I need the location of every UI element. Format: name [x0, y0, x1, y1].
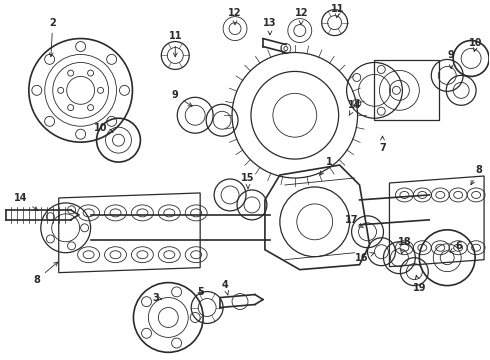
Text: 9: 9 — [448, 50, 455, 69]
Text: 6: 6 — [450, 241, 463, 252]
Text: 13: 13 — [263, 18, 277, 35]
Text: 10: 10 — [469, 37, 483, 51]
Text: 9: 9 — [172, 90, 192, 106]
Text: 17: 17 — [345, 215, 364, 228]
Text: 5: 5 — [197, 287, 203, 297]
Text: 8: 8 — [33, 262, 58, 285]
Text: 16: 16 — [355, 253, 374, 263]
Text: 11: 11 — [169, 31, 182, 57]
Text: 7: 7 — [379, 136, 386, 153]
Text: 14: 14 — [348, 100, 361, 116]
Text: 10: 10 — [94, 123, 113, 133]
Text: 4: 4 — [221, 280, 229, 295]
Text: 18: 18 — [397, 237, 411, 254]
Text: 19: 19 — [413, 275, 426, 293]
Text: 3: 3 — [152, 293, 162, 302]
Text: 14: 14 — [14, 193, 38, 211]
Text: 12: 12 — [228, 8, 242, 25]
Text: 8: 8 — [471, 165, 483, 185]
Text: 1: 1 — [320, 157, 333, 175]
Text: 11: 11 — [331, 4, 344, 18]
Text: 15: 15 — [241, 173, 255, 189]
Text: 2: 2 — [49, 18, 56, 57]
Text: 12: 12 — [295, 8, 309, 25]
